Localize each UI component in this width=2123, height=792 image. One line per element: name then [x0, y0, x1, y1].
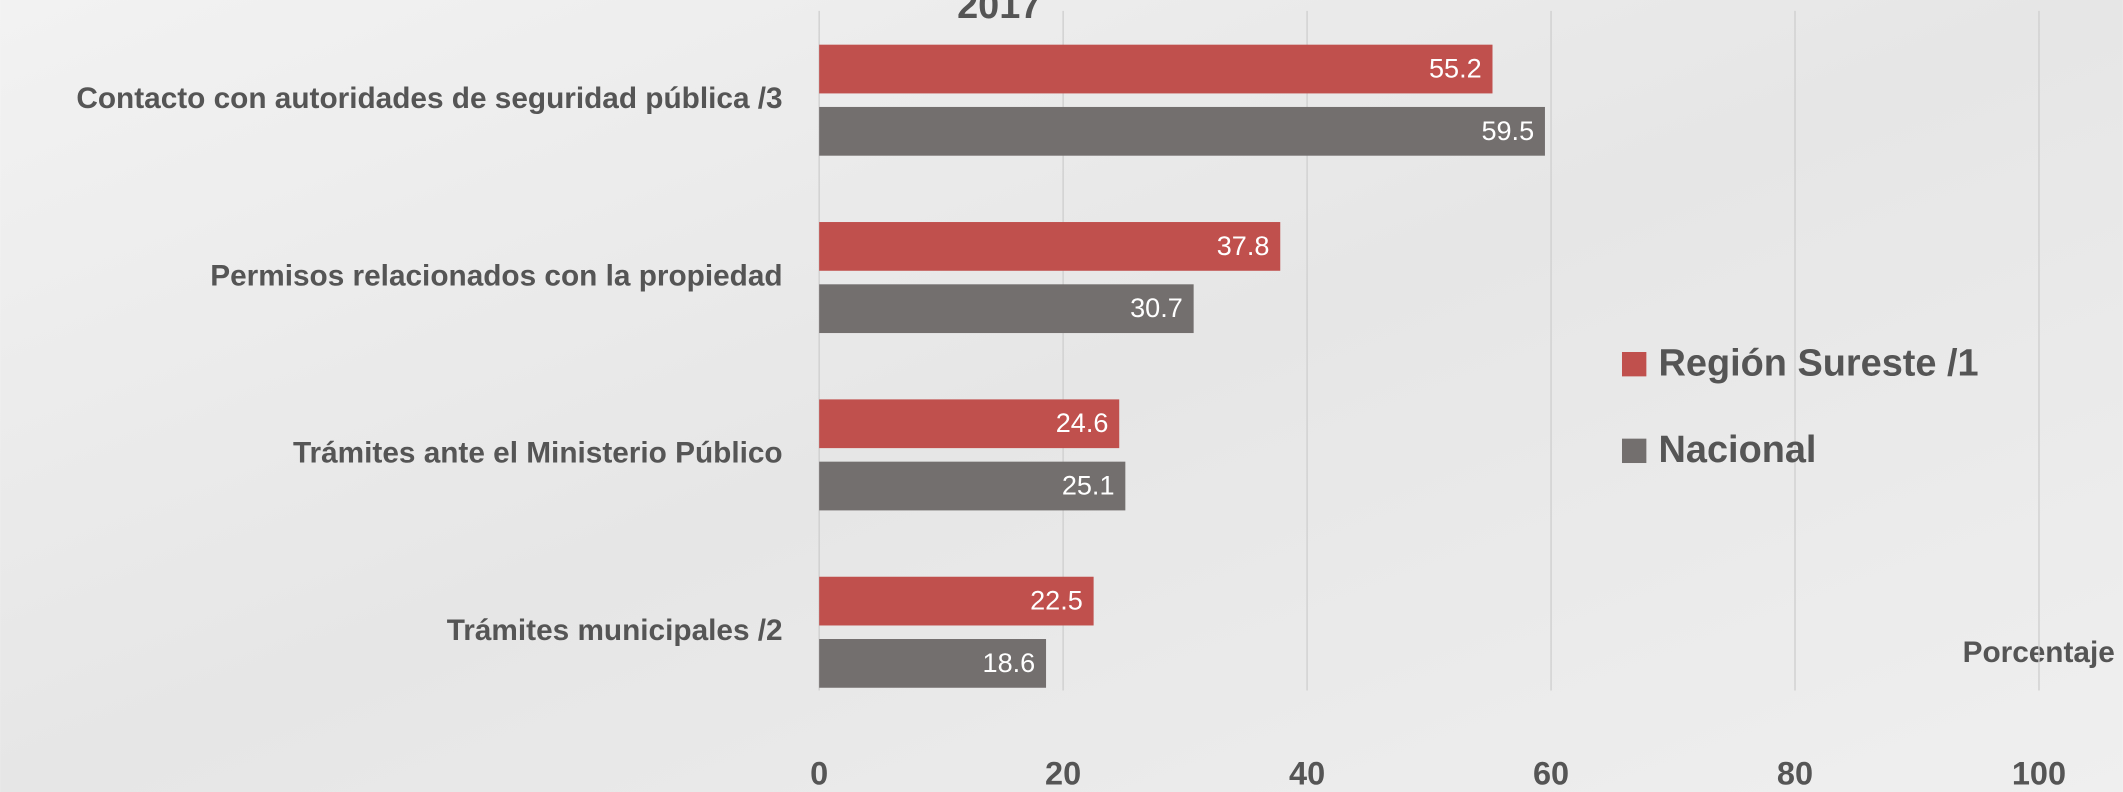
x-tick-label: 60 — [1533, 755, 1569, 791]
bar — [819, 399, 1120, 449]
legend-label: Región Sureste /1 — [1659, 343, 1979, 385]
y-tick-label: Permisos relacionados con la propiedad — [210, 259, 782, 292]
legend-label: Nacional — [1659, 429, 1817, 471]
x-tick-label: 20 — [1045, 755, 1081, 791]
value-label: 55.2 — [1429, 53, 1482, 84]
x-tick-label: 0 — [810, 755, 828, 791]
y-tick-label: Trámites municipales /2 — [447, 614, 783, 647]
value-label: 18.6 — [983, 647, 1036, 678]
bar — [819, 461, 1126, 511]
bar — [819, 222, 1281, 271]
value-label: 25.1 — [1062, 470, 1115, 501]
legend-swatch — [1621, 352, 1647, 377]
value-label: 59.5 — [1481, 115, 1534, 146]
value-label: 24.6 — [1056, 407, 1109, 438]
bar — [819, 284, 1194, 334]
legend-swatch — [1621, 438, 1647, 464]
x-tick-label: 80 — [1777, 755, 1813, 791]
bar — [819, 44, 1493, 94]
bar — [819, 106, 1545, 156]
x-tick-label: 100 — [2012, 755, 2066, 791]
bar — [819, 576, 1094, 626]
bar — [819, 639, 1047, 688]
x-tick-label: 40 — [1289, 755, 1325, 791]
y-tick-label: Trámites ante el Ministerio Público — [293, 437, 783, 470]
y-tick-label: Contacto con autoridades de seguridad pú… — [76, 82, 782, 115]
value-label: 37.8 — [1217, 230, 1270, 261]
value-label: 22.5 — [1030, 585, 1083, 616]
chart-title: 2017 — [957, 0, 1041, 27]
value-label: 30.7 — [1130, 292, 1183, 323]
